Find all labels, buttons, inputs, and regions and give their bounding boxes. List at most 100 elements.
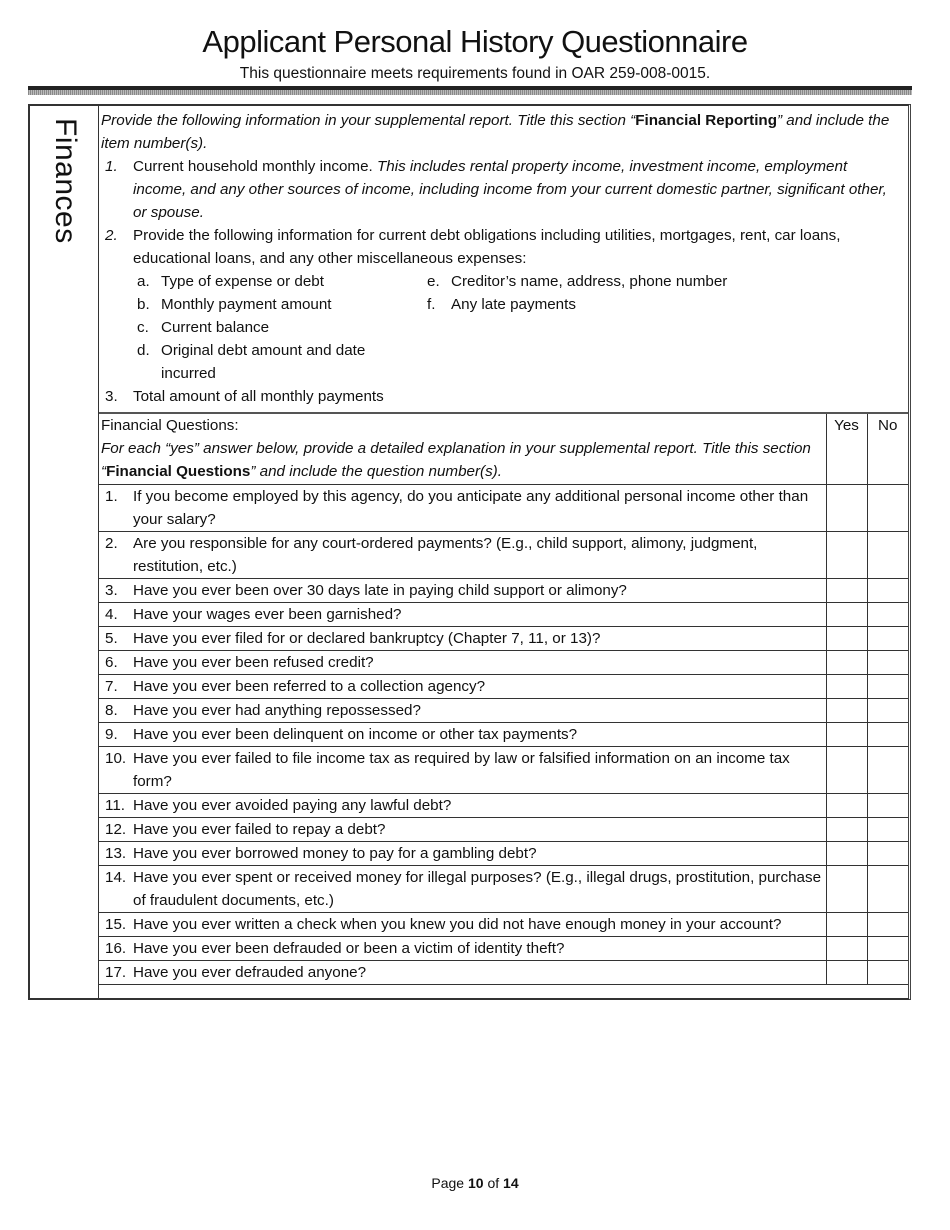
subitem-letter: c. — [137, 319, 149, 336]
question-number: 11. — [105, 797, 125, 814]
question-number: 13. — [105, 845, 127, 862]
no-answer-box[interactable] — [866, 912, 908, 937]
questions-heading: Financial Questions: — [101, 417, 239, 434]
question-cell: 10. Have you ever failed to file income t… — [99, 746, 827, 794]
question-text: Have you ever borrowed money to pay for … — [133, 845, 537, 862]
note-bold: Financial Questions — [106, 463, 251, 480]
yes-answer-box[interactable] — [825, 793, 868, 818]
question-text: If you become employed by this agency, d… — [133, 488, 809, 528]
page-total: 14 — [503, 1175, 519, 1191]
yes-answer-box[interactable] — [825, 626, 868, 651]
page-number: 10 — [467, 1175, 484, 1191]
no-answer-box[interactable] — [866, 578, 908, 603]
no-answer-box[interactable] — [866, 960, 908, 985]
yes-column-header: Yes — [825, 414, 868, 485]
question-row: 8. Have you ever had anything repossessed… — [99, 698, 908, 723]
item-text: Total amount of all monthly payments — [133, 388, 384, 405]
of-word: of — [487, 1175, 500, 1191]
subitem-text: Original debt amount and date incurred — [161, 342, 366, 382]
no-answer-box[interactable] — [866, 722, 908, 747]
reporting-item-1: 1. Current household monthly income. This… — [101, 155, 904, 224]
yes-answer-box[interactable] — [825, 698, 868, 723]
question-cell: 2. Are you responsible for any court-orde… — [99, 531, 827, 579]
no-answer-box[interactable] — [866, 650, 908, 675]
questions-header: Financial Questions: For each “yes” answ… — [99, 414, 827, 485]
yes-answer-box[interactable] — [825, 817, 868, 842]
no-answer-box[interactable] — [866, 793, 908, 818]
subitem-letter: f. — [427, 296, 436, 313]
yes-answer-box[interactable] — [825, 722, 868, 747]
reporting-item-3: 3. Total amount of all monthly payments — [101, 385, 904, 408]
no-answer-box[interactable] — [866, 817, 908, 842]
yes-answer-box[interactable] — [825, 912, 868, 937]
item-number: 3. — [105, 388, 118, 405]
question-cell: 5. Have you ever filed for or declared ba… — [99, 626, 827, 651]
question-text: Have you ever been refused credit? — [133, 654, 374, 671]
debt-subitem: d. Original debt amount and date incurred — [133, 339, 423, 385]
page-title: Applicant Personal History Questionnaire — [202, 24, 748, 59]
yes-answer-box[interactable] — [825, 484, 868, 532]
question-row: 13. Have you ever borrowed money to pay f… — [99, 841, 908, 866]
question-row: 15. Have you ever written a check when yo… — [99, 912, 908, 937]
question-cell: 4. Have your wages ever been garnished? — [99, 602, 827, 627]
question-row: 16. Have you ever been defrauded or been … — [99, 936, 908, 961]
no-answer-box[interactable] — [866, 936, 908, 961]
question-row: 17. Have you ever defrauded anyone? — [99, 960, 908, 985]
question-cell: 16. Have you ever been defrauded or been … — [99, 936, 827, 961]
no-answer-box[interactable] — [866, 841, 908, 866]
debt-subitem: b. Monthly payment amount — [133, 293, 423, 316]
question-number: 4. — [105, 606, 118, 623]
no-answer-box[interactable] — [866, 865, 908, 913]
item-number: 2. — [105, 227, 118, 244]
no-answer-box[interactable] — [866, 674, 908, 699]
subitem-letter: b. — [137, 296, 150, 313]
question-cell: 7. Have you ever been referred to a colle… — [99, 674, 827, 699]
yes-answer-box[interactable] — [825, 674, 868, 699]
question-cell: 1. If you become employed by this agency,… — [99, 484, 827, 532]
question-text: Have you ever spent or received money fo… — [133, 869, 822, 909]
item-text: Provide the following information for cu… — [133, 227, 841, 267]
question-row: 6. Have you ever been refused credit? — [99, 650, 908, 675]
subitem-letter: a. — [137, 273, 150, 290]
section-label: Finances — [49, 118, 82, 244]
question-text: Have you ever failed to repay a debt? — [133, 821, 386, 838]
subitem-text: Type of expense or debt — [161, 273, 324, 290]
no-answer-box[interactable] — [866, 626, 908, 651]
yes-answer-box[interactable] — [825, 841, 868, 866]
section-label-cell: Finances — [30, 106, 99, 998]
no-answer-box[interactable] — [866, 484, 908, 532]
yes-answer-box[interactable] — [825, 578, 868, 603]
question-number: 7. — [105, 678, 118, 695]
question-cell: 8. Have you ever had anything repossessed… — [99, 698, 827, 723]
no-answer-box[interactable] — [866, 531, 908, 579]
header-divider-shade — [28, 90, 912, 95]
question-row: 9. Have you ever been delinquent on incom… — [99, 722, 908, 747]
question-cell: 9. Have you ever been delinquent on incom… — [99, 722, 827, 747]
no-answer-box[interactable] — [866, 698, 908, 723]
item-number: 1. — [105, 158, 118, 175]
yes-answer-box[interactable] — [825, 746, 868, 794]
no-answer-box[interactable] — [866, 602, 908, 627]
yes-answer-box[interactable] — [825, 936, 868, 961]
yes-answer-box[interactable] — [825, 960, 868, 985]
question-text: Have you ever had anything repossessed? — [133, 702, 421, 719]
question-cell: 6. Have you ever been refused credit? — [99, 650, 827, 675]
intro-text: Provide the following information in you… — [101, 112, 636, 129]
note-text: For each “yes” answer below, provide a d… — [101, 440, 811, 480]
intro-bold: Financial Reporting — [635, 112, 777, 129]
header-divider — [28, 86, 912, 90]
question-number: 12. — [105, 821, 127, 838]
question-text: Have you ever written a check when you k… — [133, 916, 782, 933]
yes-answer-box[interactable] — [825, 650, 868, 675]
page-footer: Page 10 of 14 — [0, 1175, 950, 1191]
debt-subitems: a. Type of expense or debt b. Monthly payme… — [133, 270, 904, 385]
subitem-text: Any late payments — [451, 296, 576, 313]
yes-answer-box[interactable] — [825, 602, 868, 627]
question-number: 14. — [105, 869, 127, 886]
question-row: 4. Have your wages ever been garnished? — [99, 602, 908, 627]
yes-answer-box[interactable] — [825, 865, 868, 913]
question-text: Have you ever failed to file income tax … — [133, 750, 790, 790]
yes-answer-box[interactable] — [825, 531, 868, 579]
reporting-item-2: 2. Provide the following information for … — [101, 224, 904, 270]
no-answer-box[interactable] — [866, 746, 908, 794]
